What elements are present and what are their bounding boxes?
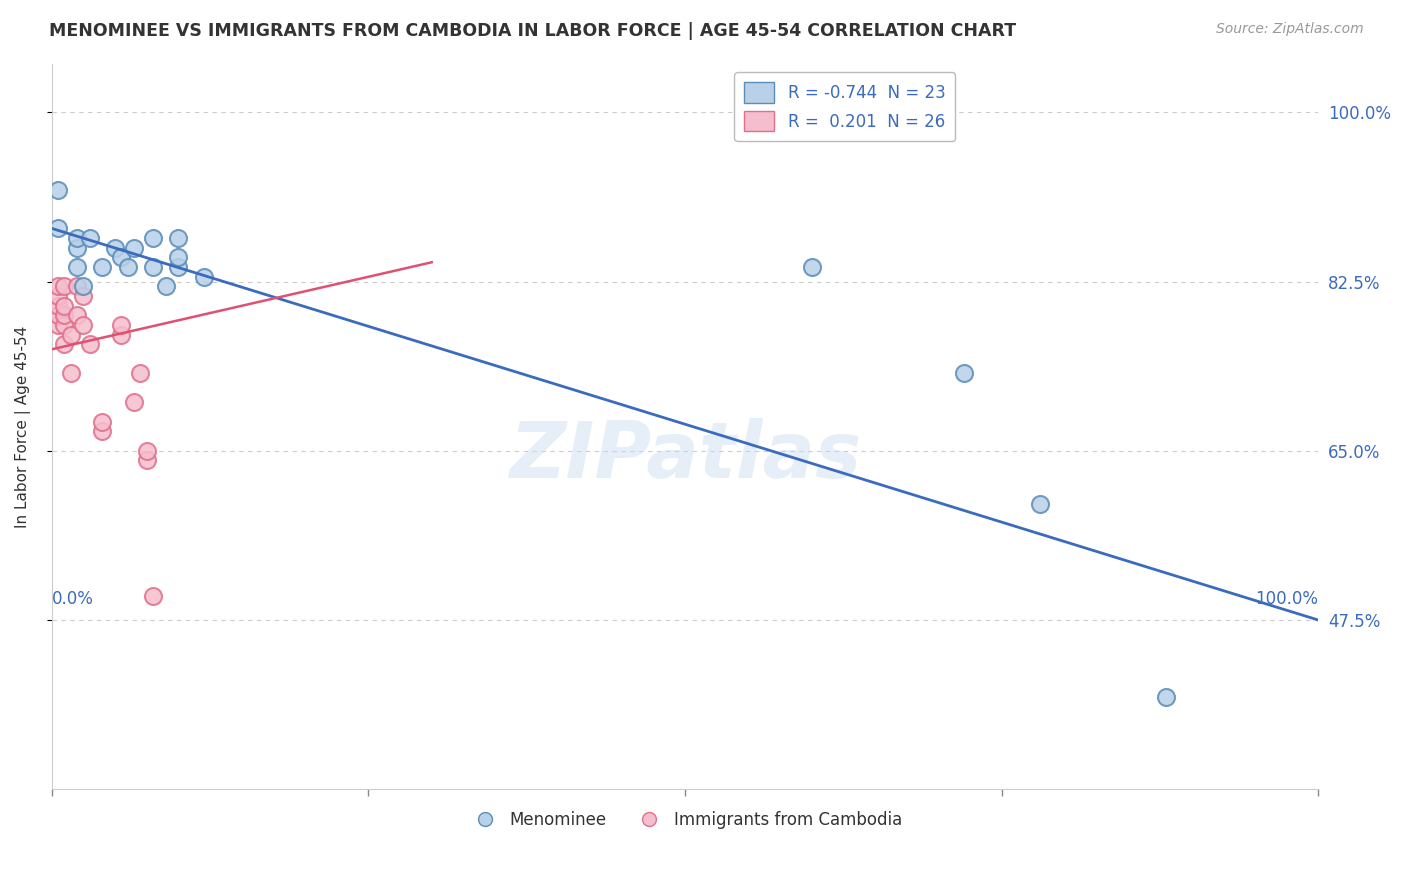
Text: Source: ZipAtlas.com: Source: ZipAtlas.com: [1216, 22, 1364, 37]
Point: [46, 318, 69, 332]
Point: [66, 231, 89, 245]
Point: [46, 183, 69, 197]
Point: [129, 367, 152, 381]
Point: [110, 251, 132, 265]
Point: [91, 260, 114, 274]
Text: MENOMINEE VS IMMIGRANTS FROM CAMBODIA IN LABOR FORCE | AGE 45-54 CORRELATION CHA: MENOMINEE VS IMMIGRANTS FROM CAMBODIA IN…: [49, 22, 1017, 40]
Point: [66, 241, 89, 255]
Legend: Menominee, Immigrants from Cambodia: Menominee, Immigrants from Cambodia: [461, 804, 908, 835]
Point: [53, 337, 76, 351]
Point: [53, 309, 76, 323]
Point: [53, 299, 76, 313]
Point: [952, 367, 974, 381]
Point: [91, 415, 114, 429]
Y-axis label: In Labor Force | Age 45-54: In Labor Force | Age 45-54: [15, 326, 31, 528]
Point: [59, 367, 82, 381]
Point: [66, 279, 89, 293]
Point: [1028, 497, 1050, 511]
Text: 0.0%: 0.0%: [52, 590, 94, 607]
Point: [167, 231, 190, 245]
Point: [193, 269, 215, 284]
Point: [53, 279, 76, 293]
Point: [66, 260, 89, 274]
Point: [117, 260, 139, 274]
Point: [122, 241, 145, 255]
Point: [167, 260, 190, 274]
Point: [155, 279, 177, 293]
Point: [1156, 690, 1178, 705]
Point: [800, 260, 823, 274]
Point: [46, 221, 69, 235]
Point: [142, 260, 165, 274]
Point: [46, 299, 69, 313]
Point: [46, 289, 69, 303]
Point: [72, 318, 94, 332]
Point: [91, 425, 114, 439]
Point: [135, 443, 157, 458]
Point: [142, 231, 165, 245]
Point: [66, 309, 89, 323]
Point: [110, 327, 132, 342]
Point: [142, 589, 165, 603]
Point: [72, 279, 94, 293]
Point: [122, 395, 145, 409]
Point: [59, 327, 82, 342]
Point: [135, 453, 157, 467]
Point: [53, 318, 76, 332]
Point: [72, 289, 94, 303]
Text: ZIPatlas: ZIPatlas: [509, 417, 862, 493]
Text: 100.0%: 100.0%: [1256, 590, 1319, 607]
Point: [46, 279, 69, 293]
Point: [46, 309, 69, 323]
Point: [79, 337, 101, 351]
Point: [110, 318, 132, 332]
Point: [167, 251, 190, 265]
Point: [104, 241, 127, 255]
Point: [79, 231, 101, 245]
